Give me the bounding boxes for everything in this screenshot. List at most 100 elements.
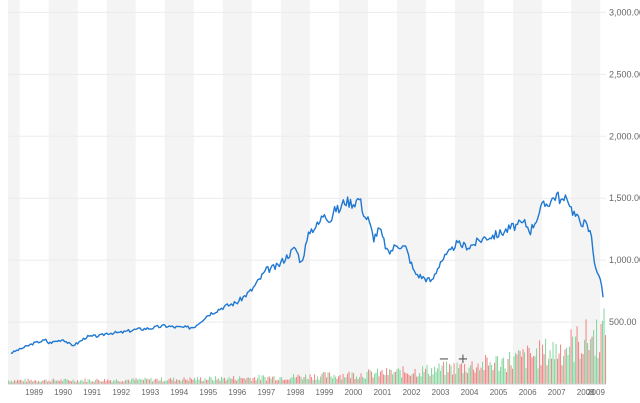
x-tick-label: 1989 — [25, 388, 43, 397]
volume-bar — [446, 361, 448, 384]
volume-bar — [119, 381, 121, 384]
volume-bar — [564, 349, 566, 384]
volume-bar — [561, 365, 563, 384]
volume-bar — [89, 379, 91, 384]
volume-bar — [140, 379, 142, 384]
volume-bar — [341, 379, 343, 384]
volume-bar — [398, 368, 400, 384]
y-tick-label: 3,000.00 — [609, 7, 640, 17]
x-tick-label: 1994 — [170, 388, 188, 397]
volume-bar — [35, 380, 37, 384]
volume-bar — [75, 382, 77, 384]
volume-bar — [533, 356, 535, 384]
volume-bar — [27, 378, 29, 384]
volume-bar — [206, 379, 208, 384]
y-tick-label: 2,500.00 — [609, 69, 640, 79]
volume-bar — [518, 349, 520, 384]
volume-bar — [242, 378, 244, 384]
volume-bar — [585, 319, 587, 384]
volume-bar — [203, 380, 205, 384]
volume-bar — [504, 368, 506, 384]
volume-bar — [290, 378, 292, 384]
x-tick-label: 1999 — [316, 388, 334, 397]
volume-bar — [285, 379, 287, 384]
volume-bar — [441, 365, 443, 384]
volume-bar — [173, 377, 175, 384]
volume-bar — [12, 381, 14, 384]
volume-bar — [306, 378, 308, 384]
volume-bar — [258, 374, 260, 384]
volume-bar — [333, 374, 335, 384]
volume-bar — [225, 380, 227, 384]
volume-bar — [603, 308, 605, 384]
volume-bar — [483, 370, 485, 384]
y-gridlines — [8, 11, 606, 323]
volume-bar — [15, 381, 17, 384]
x-tick-label: 1993 — [141, 388, 159, 397]
x-tick-label: 1992 — [112, 388, 130, 397]
volume-bar — [168, 378, 170, 384]
volume-bar — [267, 376, 269, 384]
volume-bar — [567, 354, 569, 384]
volume-bar — [300, 376, 302, 384]
volume-bar — [284, 379, 286, 384]
volume-bar — [521, 356, 523, 384]
x-tick-label: 1995 — [199, 388, 217, 397]
volume-bar — [482, 361, 484, 384]
volume-bar — [107, 379, 109, 384]
volume-bar — [363, 378, 365, 384]
volume-bar — [435, 371, 437, 384]
volume-bar — [303, 377, 305, 384]
volume-bar — [542, 344, 544, 384]
volume-bar — [207, 379, 209, 384]
volume-bar — [251, 380, 253, 384]
volume-bar — [254, 377, 256, 384]
volume-bar — [219, 380, 221, 384]
zoom-in-button[interactable]: + — [457, 352, 469, 367]
volume-bar — [108, 380, 110, 384]
volume-bar — [164, 380, 166, 384]
volume-bar — [86, 382, 88, 384]
volume-bar — [318, 379, 320, 384]
volume-bar — [141, 379, 143, 384]
volume-bar — [326, 377, 328, 384]
volume-bar — [498, 371, 500, 384]
volume-bar — [8, 380, 10, 384]
volume-bar — [200, 377, 202, 384]
volume-bar — [204, 378, 206, 384]
volume-bar — [249, 377, 251, 384]
volume-bar — [495, 356, 497, 384]
volume-bar — [512, 368, 514, 384]
zoom-out-button[interactable]: − — [438, 352, 450, 367]
volume-bar — [531, 357, 533, 384]
volume-bar — [264, 377, 266, 384]
year-band — [48, 0, 78, 384]
volume-bar — [243, 378, 245, 384]
volume-bar — [216, 379, 218, 384]
volume-bar — [128, 379, 130, 384]
x-tick-label: 2008 — [577, 388, 595, 397]
volume-bar — [422, 366, 424, 384]
volume-bar — [525, 368, 527, 384]
volume-bar — [551, 358, 553, 384]
volume-bar — [221, 376, 223, 384]
volume-bar — [311, 377, 313, 384]
volume-bar — [240, 377, 242, 384]
volume-bar — [389, 369, 391, 384]
volume-bar — [524, 352, 526, 384]
volume-bar — [395, 371, 397, 384]
volume-bar — [372, 377, 374, 384]
volume-bar — [459, 364, 461, 384]
x-tick-label: 1990 — [54, 388, 72, 397]
volume-bar — [456, 362, 458, 384]
volume-bar — [9, 381, 11, 384]
volume-bar — [261, 375, 263, 384]
volume-bar — [201, 381, 203, 384]
volume-bar — [359, 377, 361, 384]
volume-bar — [423, 371, 425, 384]
x-axis-labels: 1989 1990 1991 1992 1993 1994 1995 1996 1997 1998… — [25, 388, 605, 397]
volume-bar — [57, 380, 59, 384]
volume-bar — [536, 348, 538, 384]
volume-bar — [66, 379, 68, 384]
volume-bar — [347, 373, 349, 384]
